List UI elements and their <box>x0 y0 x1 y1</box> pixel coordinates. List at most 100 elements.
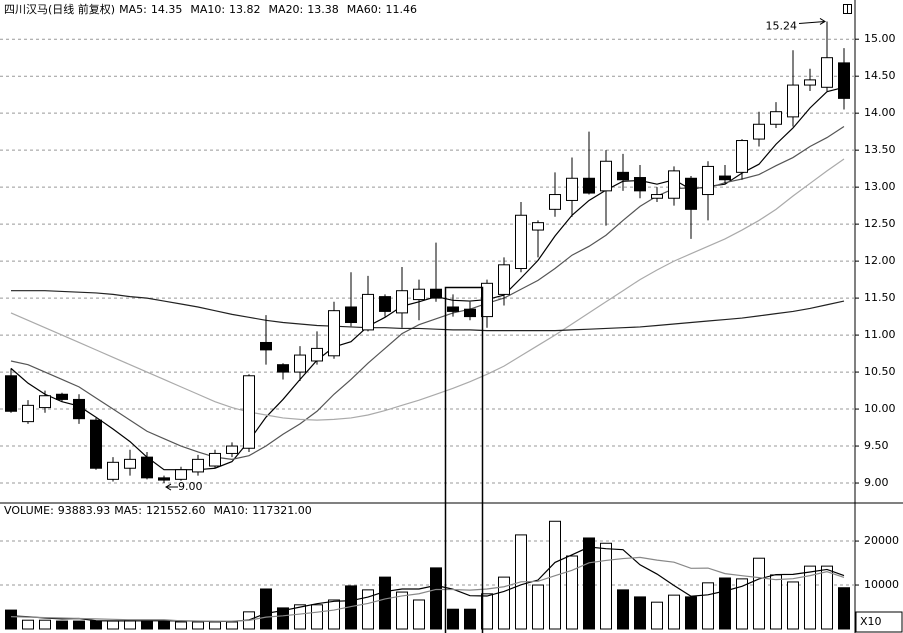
candle-body <box>226 445 238 454</box>
highlight-box <box>444 286 484 633</box>
volume-bar <box>379 576 391 630</box>
y-tick-label: 12.50 <box>864 217 896 230</box>
candle-body <box>464 308 476 318</box>
candle-body <box>753 123 765 140</box>
candle-body <box>430 288 442 299</box>
header-text: 117321.00 <box>252 504 312 517</box>
candle-body <box>481 282 493 318</box>
candle-body <box>770 111 782 125</box>
header-text: MA10: <box>190 3 225 16</box>
y-tick-label: 10.50 <box>864 365 896 378</box>
volume-bar <box>821 565 833 630</box>
y-tick-label: 20000 <box>864 534 899 547</box>
volume-bar <box>107 620 119 630</box>
candle-body <box>243 375 255 449</box>
candle-body <box>396 290 408 314</box>
candle-body <box>736 140 748 173</box>
volume-bar <box>396 591 408 630</box>
volume-bar <box>260 588 272 630</box>
volume-bar <box>124 619 136 630</box>
y-tick-label: 13.50 <box>864 143 896 156</box>
volume-bar <box>90 620 102 630</box>
volume-bar <box>141 619 153 630</box>
multiplier-box <box>855 611 903 633</box>
candle-body <box>22 404 34 423</box>
candle-body <box>141 456 153 479</box>
volume-bar <box>685 596 697 630</box>
candle-body <box>413 288 425 301</box>
header-text: 13.82 <box>229 3 261 16</box>
volume-bar <box>532 584 544 630</box>
y-tick-label: 9.00 <box>864 476 889 489</box>
candle-body <box>634 177 646 192</box>
y-tick-label: 13.00 <box>864 180 896 193</box>
header-text: 13.38 <box>307 3 339 16</box>
y-tick-label: 9.50 <box>864 439 889 452</box>
volume-bar <box>787 581 799 630</box>
candle-body <box>209 452 221 467</box>
y-tick-label: 11.50 <box>864 291 896 304</box>
candle-body <box>5 375 17 412</box>
y-tick-label: 11.00 <box>864 328 896 341</box>
candle-body <box>362 293 374 331</box>
candle-body <box>277 364 289 373</box>
volume-bar <box>158 620 170 630</box>
candle-body <box>311 347 323 362</box>
volume-bar <box>753 557 765 630</box>
volume-bar <box>362 589 374 630</box>
header-text: VOLUME: <box>4 504 54 517</box>
volume-bar <box>413 599 425 630</box>
volume-bar <box>277 607 289 630</box>
candle-body <box>583 177 595 194</box>
volume-bar <box>175 621 187 630</box>
volume-bar <box>430 567 442 630</box>
candle-body <box>685 177 697 210</box>
candle-body <box>566 177 578 201</box>
candle-body <box>260 341 272 351</box>
header-text: 14.35 <box>151 3 183 16</box>
candle-body <box>175 469 187 480</box>
candle-body <box>532 222 544 231</box>
volume-bar <box>770 574 782 630</box>
annotation-arrow <box>798 18 826 25</box>
candle-body <box>549 194 561 210</box>
candle-body <box>192 458 204 473</box>
candle-body <box>787 84 799 118</box>
volume-bar <box>22 619 34 630</box>
annotation-arrow <box>165 483 178 491</box>
candle-body <box>447 306 459 312</box>
candle-body <box>498 264 510 295</box>
volume-bar <box>447 608 459 630</box>
candle-body <box>719 175 731 181</box>
candle-body <box>294 354 306 373</box>
candle-body <box>617 171 629 181</box>
candle-body <box>821 57 833 88</box>
ma-line <box>10 158 845 421</box>
candle-body <box>600 160 612 192</box>
volume-bar <box>719 577 731 630</box>
volume-bar <box>566 555 578 630</box>
candle-body <box>328 310 340 357</box>
volume-bar <box>617 589 629 630</box>
volume-bar <box>73 620 85 630</box>
volume-bar <box>192 621 204 630</box>
candle-body <box>702 165 714 196</box>
volume-bar <box>311 604 323 630</box>
annotation: 15.24 <box>766 19 798 32</box>
volume-bar <box>702 582 714 630</box>
y-tick-label: 12.00 <box>864 254 896 267</box>
candle-body <box>804 79 816 86</box>
ma-line <box>10 546 845 623</box>
header-text: MA10: <box>214 504 249 517</box>
header-text: 11.46 <box>385 3 417 16</box>
volume-bar <box>736 578 748 630</box>
volume-bar <box>481 593 493 630</box>
annotation: 9.00 <box>178 480 203 493</box>
header-text: 93883.93 <box>58 504 111 517</box>
candle-body <box>515 214 527 270</box>
volume-bar <box>39 619 51 630</box>
ma-line <box>10 556 845 622</box>
candle-body <box>668 170 680 199</box>
